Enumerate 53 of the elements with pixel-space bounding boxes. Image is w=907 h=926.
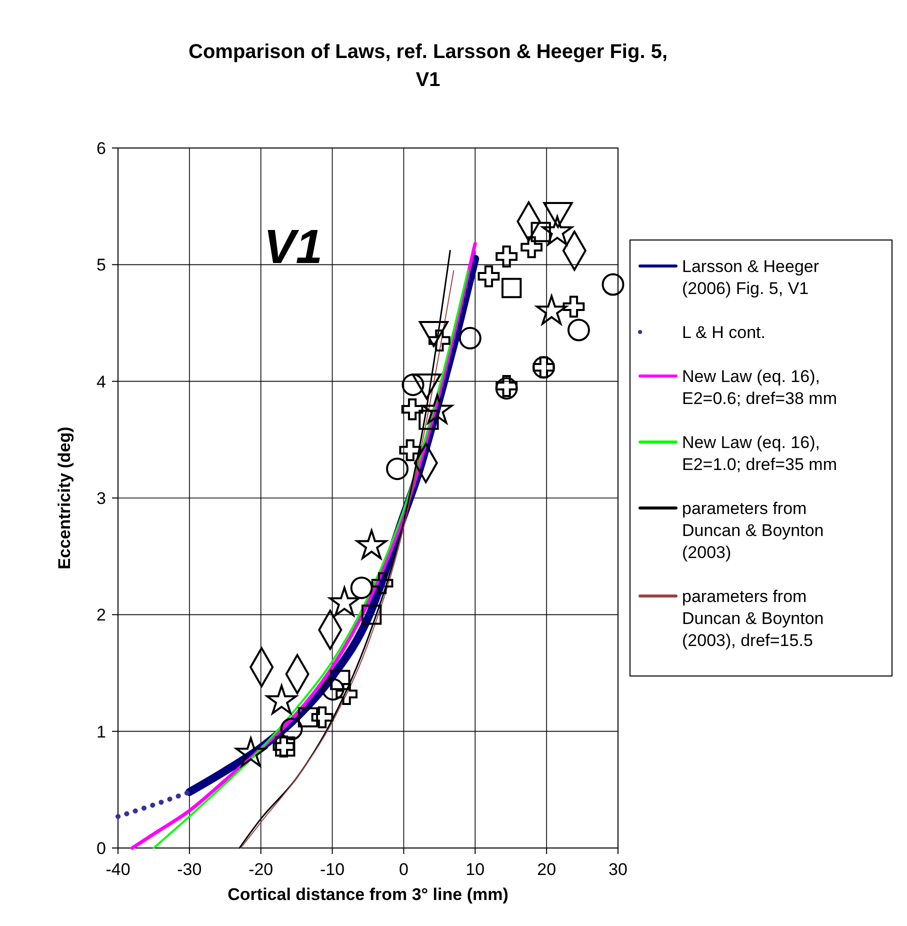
x-tick-label: 0 xyxy=(398,860,408,879)
y-tick-label: 1 xyxy=(96,722,106,742)
point xyxy=(478,265,500,288)
point xyxy=(235,737,266,767)
point xyxy=(401,398,424,420)
point xyxy=(330,670,350,690)
legend-label: New Law (eq. 16), E2=0.6; dref=38 mm xyxy=(682,367,837,408)
point xyxy=(371,572,394,594)
legend-label: L & H cont. xyxy=(682,323,766,342)
x-tick-label: -30 xyxy=(177,860,202,879)
point xyxy=(567,318,590,342)
point xyxy=(280,718,303,740)
legend-label: New Law (eq. 16), E2=1.0; dref=35 mm xyxy=(682,433,837,474)
legend-label: Larsson & Heeger (2006) Fig. 5, V1 xyxy=(682,257,820,298)
x-tick-label: -10 xyxy=(320,860,345,879)
point xyxy=(602,273,624,296)
x-axis-title: Cortical distance from 3° line (mm) xyxy=(228,885,508,904)
point xyxy=(328,586,360,616)
point xyxy=(399,439,422,462)
point xyxy=(266,684,298,714)
legend-label: parameters from Duncan & Boynton (2003) xyxy=(682,499,824,562)
point xyxy=(336,683,358,705)
point xyxy=(350,576,373,600)
point xyxy=(458,326,482,350)
legend-label: parameters from Duncan & Boynton (2003), dref=15.5 xyxy=(682,587,824,650)
x-tick-label: -20 xyxy=(248,860,274,879)
y-tick-label: 6 xyxy=(96,139,106,158)
y-tick-label: 5 xyxy=(96,256,106,275)
y-tick-label: 2 xyxy=(96,606,106,625)
annotation: V1 xyxy=(264,221,322,274)
y-tick-label: 4 xyxy=(96,372,106,392)
y-axis-title: Eccentricity (deg) xyxy=(55,426,74,570)
x-tick-label: 30 xyxy=(608,860,628,879)
chart-title: Comparison of Laws, ref. Larsson & Heeger Fig. 5, V1 xyxy=(188,41,668,91)
x-tick-label: -40 xyxy=(106,860,130,879)
point xyxy=(402,374,424,396)
point xyxy=(520,236,543,258)
y-tick-label: 3 xyxy=(96,489,106,508)
point xyxy=(361,604,382,625)
x-tick-label: 10 xyxy=(466,860,485,879)
point xyxy=(422,394,453,424)
point xyxy=(562,296,585,318)
x-tick-label: 20 xyxy=(537,860,556,879)
y-tick-label: 0 xyxy=(96,839,106,858)
point xyxy=(298,707,318,728)
point xyxy=(501,278,522,298)
point xyxy=(386,458,409,480)
point xyxy=(322,678,344,701)
point xyxy=(311,706,334,728)
point xyxy=(496,246,518,268)
point xyxy=(542,216,573,246)
point xyxy=(418,410,439,430)
point xyxy=(530,222,551,242)
